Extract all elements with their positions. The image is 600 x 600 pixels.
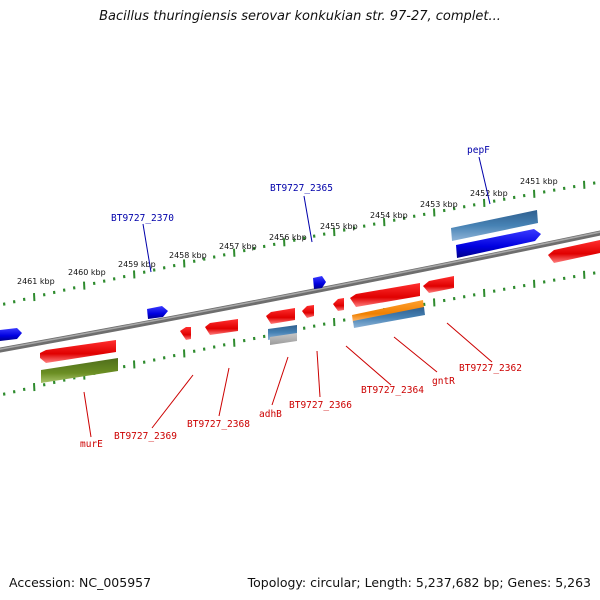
gene-label-bt9727-2368[interactable]: BT9727_2368: [187, 419, 250, 430]
ruler-label: 2456 kbp: [269, 233, 307, 242]
forward-leader-lines: [142, 156, 491, 273]
ruler-label: 2454 kbp: [370, 211, 408, 220]
gene-feature-orange[interactable]: [352, 300, 424, 323]
gene-forward[interactable]: [0, 328, 22, 341]
forward-gene-labels: BT9727_2370 BT9727_2365 pepF: [111, 145, 490, 224]
genome-backbone: [0, 230, 600, 353]
gene-label-bt9727-2366[interactable]: BT9727_2366: [289, 400, 352, 411]
ruler-label: 2461 kbp: [17, 277, 55, 286]
ruler-label: 2459 kbp: [118, 260, 156, 269]
gene-label-bt9727-2364[interactable]: BT9727_2364: [361, 385, 424, 396]
gene-label-adhb[interactable]: adhB: [259, 409, 282, 420]
gene-label-bt9727-2370[interactable]: BT9727_2370: [111, 213, 174, 224]
gene-feature-olive[interactable]: [41, 358, 118, 383]
gene-reverse[interactable]: [302, 305, 314, 318]
ruler-label: 2457 kbp: [219, 242, 257, 251]
accession-label: Accession: NC_005957: [9, 575, 152, 590]
gene-reverse[interactable]: [333, 298, 344, 311]
gene-feature-grey[interactable]: [270, 333, 297, 345]
gene-reverse[interactable]: [548, 240, 600, 263]
gene-label-bt9727-2362[interactable]: BT9727_2362: [459, 363, 522, 374]
gene-forward[interactable]: [313, 276, 326, 289]
genome-backbone-highlight: [0, 231, 600, 350]
gene-label-pepf[interactable]: pepF: [467, 145, 490, 156]
gene-reverse[interactable]: [423, 276, 454, 293]
gene-reverse[interactable]: [180, 327, 191, 340]
gene-reverse[interactable]: [350, 283, 420, 307]
ruler-label: 2452 kbp: [470, 189, 508, 198]
gene-reverse[interactable]: [266, 308, 295, 324]
gene-feature-steel[interactable]: [353, 307, 425, 328]
gene-forward[interactable]: [147, 306, 168, 319]
ruler-label: 2451 kbp: [520, 177, 558, 186]
gene-label-gntr[interactable]: gntR: [432, 376, 455, 387]
ruler-labels: 2461 kbp 2460 kbp 2459 kbp 2458 kbp 2457…: [17, 177, 558, 286]
gene-reverse[interactable]: [40, 340, 116, 363]
ruler-label: 2458 kbp: [169, 251, 207, 260]
reverse-leader-lines: [83, 322, 493, 438]
outer-ruler: [2, 180, 596, 306]
reverse-genes: [40, 240, 600, 383]
gene-reverse[interactable]: [205, 319, 238, 335]
gene-label-mure[interactable]: murE: [80, 439, 103, 450]
genome-stats: Topology: circular; Length: 5,237,682 bp…: [247, 575, 591, 590]
forward-genes: [0, 210, 541, 341]
ruler-label: 2455 kbp: [320, 222, 358, 231]
map-title: Bacillus thuringiensis serovar konkukian…: [99, 9, 501, 24]
reverse-gene-labels: murE BT9727_2369 BT9727_2368 adhB BT9727…: [80, 363, 522, 450]
gene-label-bt9727-2365[interactable]: BT9727_2365: [270, 183, 333, 194]
gene-forward[interactable]: [456, 229, 541, 258]
ruler-label: 2460 kbp: [68, 268, 106, 277]
gene-forward-colored[interactable]: [451, 210, 538, 241]
ruler-label: 2453 kbp: [420, 200, 458, 209]
gene-label-bt9727-2369[interactable]: BT9727_2369: [114, 431, 177, 442]
